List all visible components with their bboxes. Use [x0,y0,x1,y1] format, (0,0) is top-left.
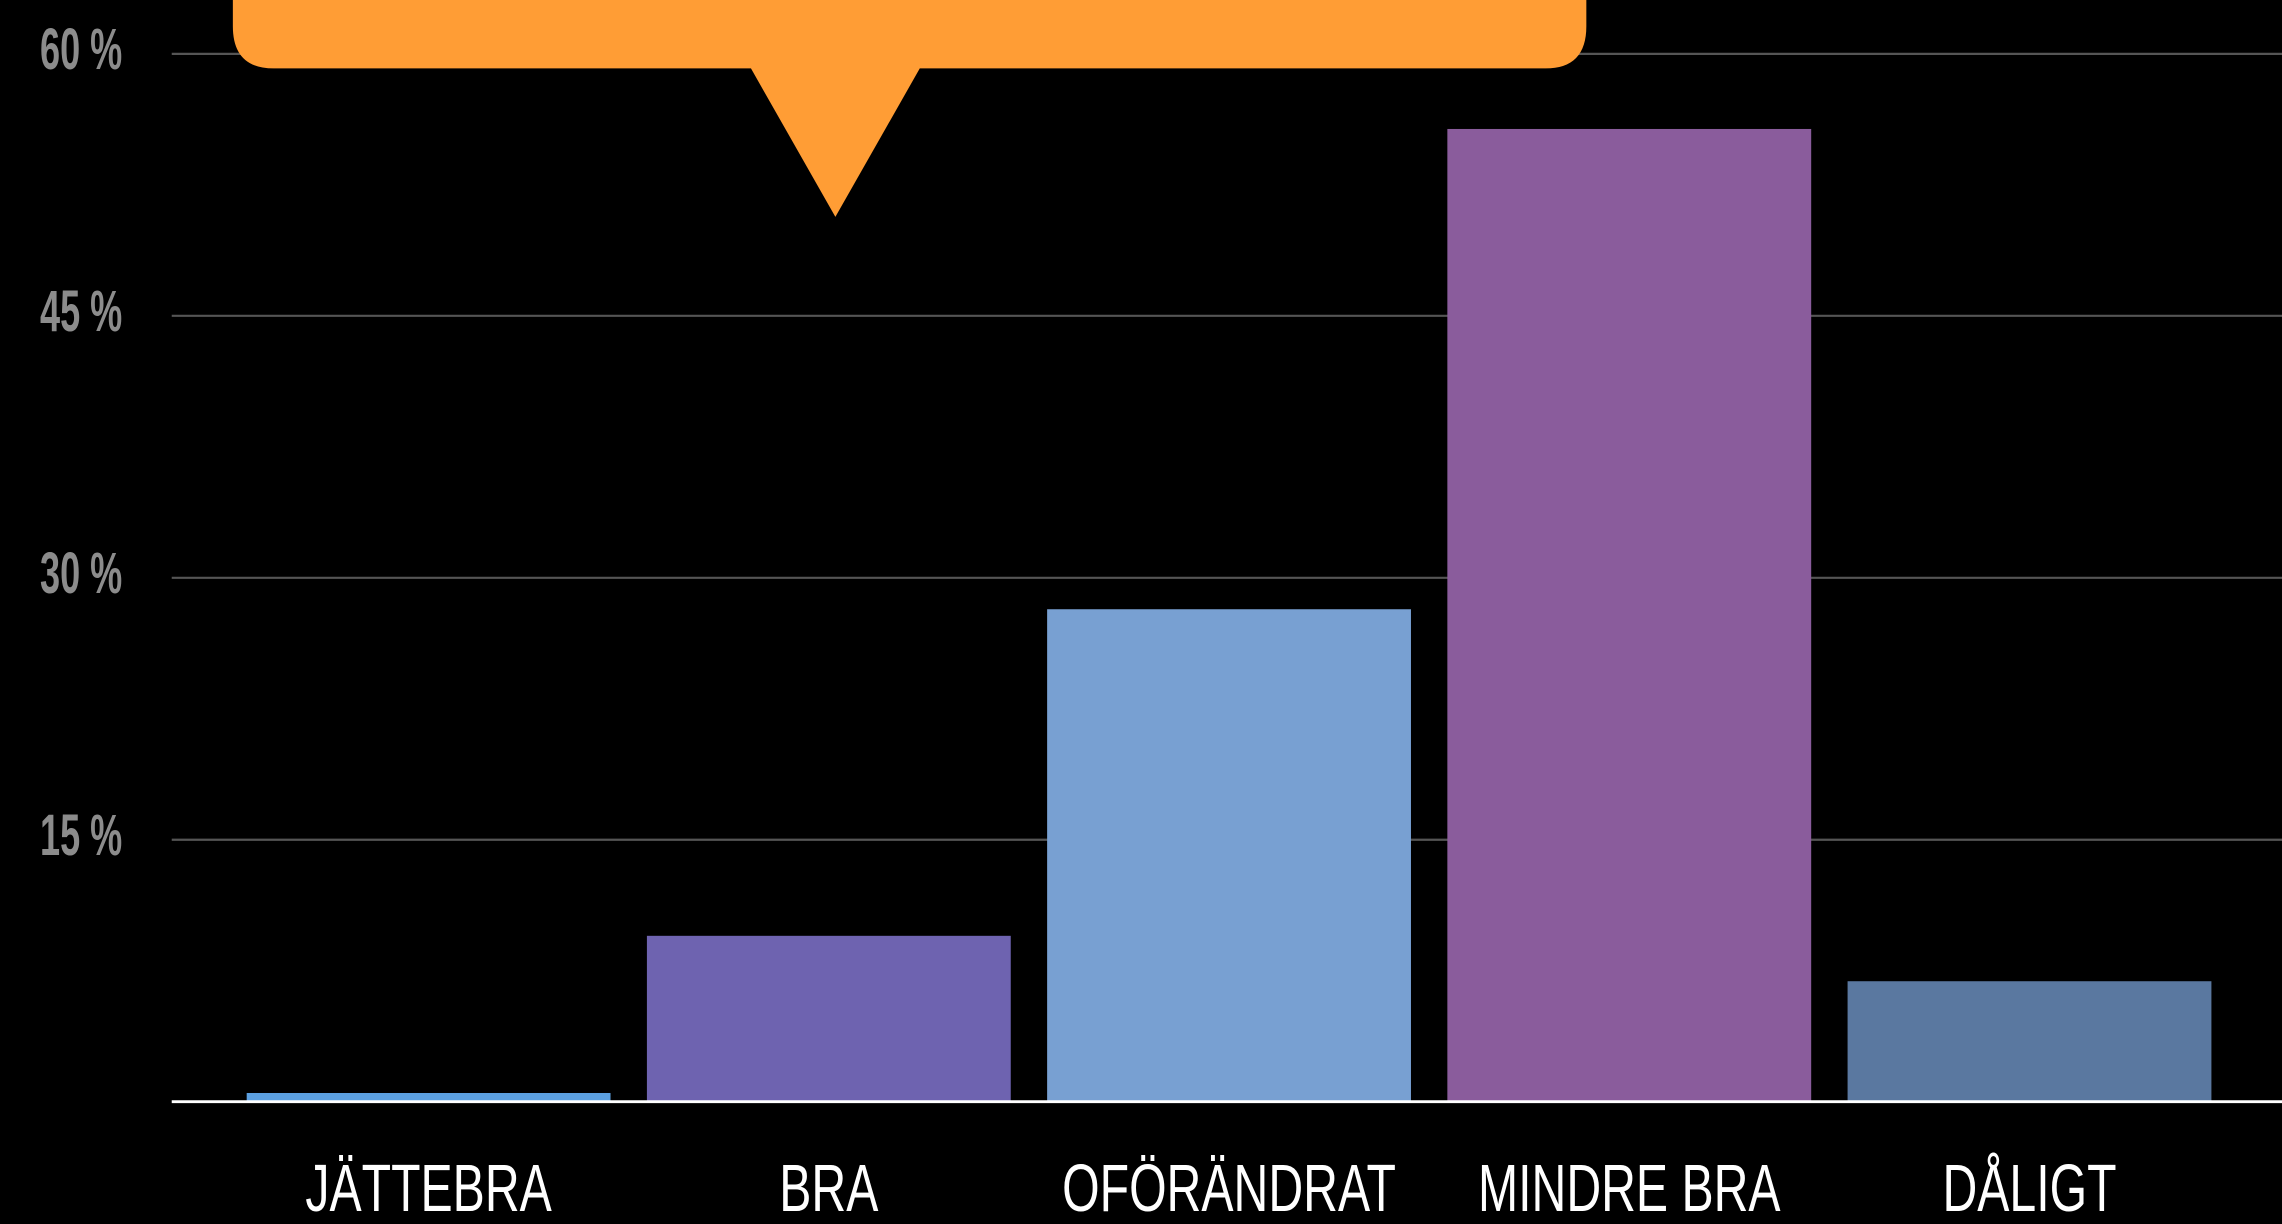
bar [1847,981,2212,1102]
x-tick-label: JÄTTEBRA [305,1151,551,1224]
bar [646,935,1011,1102]
x-tick-label: DÅLIGT [1942,1151,2116,1224]
x-tick-label: MINDRE BRA [1478,1151,1781,1224]
bar [1047,609,1411,1102]
x-tick-label: OFÖRÄNDRAT [1062,1151,1396,1224]
y-tick-label: 15 % [40,803,122,868]
grid: 15 % 30 % 45 % 60 % [40,18,2282,868]
bars [246,128,2212,1102]
bar [1447,128,1812,1102]
y-tick-label: 60 % [40,18,122,83]
y-tick-label: 45 % [40,280,122,345]
x-tick-label: BRA [779,1151,878,1224]
y-tick-label: 30 % [40,541,122,606]
callout [232,0,1587,217]
bar [246,1092,611,1102]
